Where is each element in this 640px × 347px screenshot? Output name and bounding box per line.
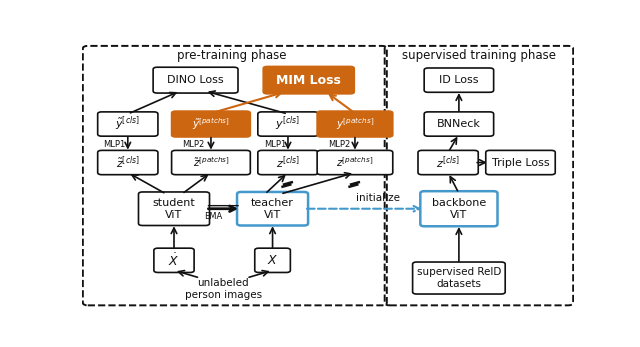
- Text: BNNeck: BNNeck: [437, 119, 481, 129]
- FancyBboxPatch shape: [424, 68, 493, 92]
- Text: $z^{[patchs]}$: $z^{[patchs]}$: [336, 156, 374, 169]
- FancyBboxPatch shape: [263, 67, 355, 94]
- Text: MIM Loss: MIM Loss: [276, 74, 341, 87]
- FancyBboxPatch shape: [237, 192, 308, 226]
- Text: $\dot{X}$: $\dot{X}$: [168, 252, 180, 269]
- Text: backbone
ViT: backbone ViT: [432, 198, 486, 220]
- FancyBboxPatch shape: [98, 150, 158, 175]
- FancyBboxPatch shape: [424, 112, 493, 136]
- Text: student
ViT: student ViT: [152, 198, 195, 220]
- FancyBboxPatch shape: [413, 262, 505, 294]
- FancyBboxPatch shape: [317, 150, 393, 175]
- FancyBboxPatch shape: [258, 112, 318, 136]
- FancyBboxPatch shape: [153, 67, 238, 93]
- Text: $y^{[patchs]}$: $y^{[patchs]}$: [336, 116, 374, 132]
- FancyBboxPatch shape: [98, 112, 158, 136]
- Text: supervised training phase: supervised training phase: [402, 49, 556, 61]
- Text: MLP1: MLP1: [264, 140, 286, 149]
- Text: Triple Loss: Triple Loss: [492, 158, 549, 168]
- FancyBboxPatch shape: [420, 191, 497, 226]
- FancyBboxPatch shape: [418, 150, 478, 175]
- FancyBboxPatch shape: [255, 248, 291, 272]
- Text: MLP1: MLP1: [103, 140, 125, 149]
- FancyBboxPatch shape: [317, 111, 393, 137]
- Text: EMA: EMA: [204, 212, 222, 221]
- Text: initialize: initialize: [356, 193, 400, 203]
- Text: $\tilde{y}^{[patchs]}$: $\tilde{y}^{[patchs]}$: [192, 116, 230, 132]
- Text: teacher
ViT: teacher ViT: [251, 198, 294, 220]
- FancyBboxPatch shape: [258, 150, 318, 175]
- Text: $z^{[cls]}$: $z^{[cls]}$: [276, 154, 300, 171]
- Text: $\tilde{z}^{[patchs]}$: $\tilde{z}^{[patchs]}$: [193, 156, 229, 169]
- Text: pre-training phase: pre-training phase: [177, 49, 287, 61]
- Text: MLP2: MLP2: [182, 140, 204, 149]
- Text: $\tilde{z}^{[cls]}$: $\tilde{z}^{[cls]}$: [116, 154, 140, 171]
- Text: $X$: $X$: [267, 254, 278, 267]
- Text: MLP2: MLP2: [328, 140, 350, 149]
- FancyBboxPatch shape: [172, 150, 250, 175]
- Text: $y^{[cls]}$: $y^{[cls]}$: [275, 115, 301, 133]
- FancyBboxPatch shape: [138, 192, 209, 226]
- Text: DINO Loss: DINO Loss: [167, 75, 224, 85]
- FancyBboxPatch shape: [486, 150, 556, 175]
- Text: ID Loss: ID Loss: [439, 75, 479, 85]
- Text: supervised ReID
datasets: supervised ReID datasets: [417, 267, 501, 289]
- Text: $z^{[cls]}$: $z^{[cls]}$: [436, 154, 460, 171]
- FancyBboxPatch shape: [154, 248, 194, 272]
- FancyBboxPatch shape: [172, 111, 250, 137]
- Text: unlabeled
person images: unlabeled person images: [185, 278, 262, 299]
- Text: $\tilde{y}^{[cls]}$: $\tilde{y}^{[cls]}$: [115, 115, 140, 133]
